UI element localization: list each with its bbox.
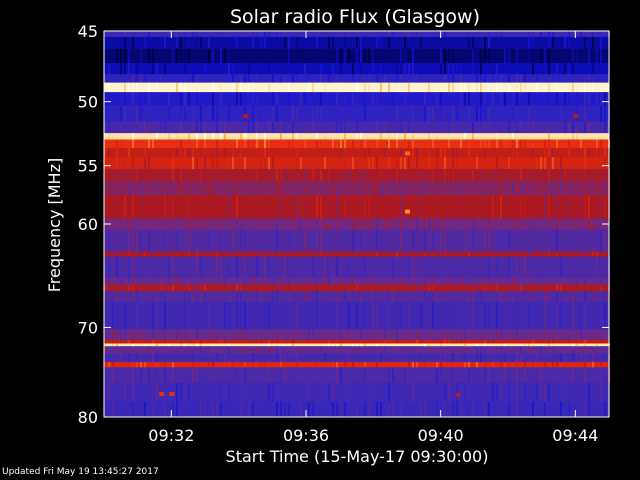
band-texture-29 (108, 361, 606, 368)
y-tick-label-5: 80 (78, 408, 98, 427)
band-texture-26 (104, 343, 610, 347)
band-texture-2 (104, 48, 602, 64)
band-texture-31 (104, 382, 606, 402)
band-texture-27 (104, 346, 606, 354)
band-texture-16 (116, 218, 598, 230)
band-texture-17 (108, 229, 606, 252)
band-texture-11 (104, 148, 606, 158)
frequency-band-22 (104, 290, 609, 303)
band-texture-25 (104, 339, 602, 344)
band-texture-18 (108, 251, 598, 257)
y-tick-label-4: 70 (78, 318, 98, 337)
frequency-band-17 (104, 229, 609, 252)
frequency-band-10 (104, 139, 609, 149)
burst-spot-3 (405, 209, 410, 214)
band-texture-9 (104, 133, 578, 140)
band-texture-14 (108, 181, 610, 196)
frequency-band-12 (104, 157, 609, 170)
y-tick-label-2: 55 (78, 157, 98, 176)
frequency-band-29 (104, 361, 609, 368)
frequency-band-18 (104, 251, 609, 257)
band-texture-22 (116, 290, 606, 303)
frequency-band-3 (104, 63, 609, 75)
frequency-band-24 (104, 329, 609, 340)
chart-title: Solar radio Flux (Glasgow) (230, 6, 480, 28)
burst-spot-6 (159, 391, 165, 396)
plot-area (103, 30, 610, 418)
burst-spot-5 (590, 225, 596, 230)
band-texture-32 (112, 401, 606, 417)
burst-spot-8 (455, 392, 461, 397)
band-texture-5 (104, 82, 594, 93)
y-tick-label-0: 45 (78, 22, 98, 41)
band-texture-15 (112, 195, 610, 219)
frequency-band-19 (104, 256, 609, 278)
x-axis-label: Start Time (15-May-17 09:30:00) (226, 447, 489, 466)
band-texture-23 (112, 302, 606, 330)
band-texture-24 (104, 329, 598, 340)
band-texture-7 (120, 105, 610, 122)
x-tick-label-1: 09:36 (283, 426, 329, 445)
band-texture-30 (104, 367, 610, 383)
burst-spot-1 (573, 114, 579, 119)
x-tick-label-0: 09:32 (148, 426, 194, 445)
band-texture-19 (108, 256, 610, 278)
frequency-band-30 (104, 367, 609, 383)
band-texture-28 (104, 353, 610, 362)
y-tick-label-3: 60 (78, 215, 98, 234)
band-texture-8 (108, 121, 606, 134)
band-texture-21 (104, 284, 610, 291)
x-tick-label-3: 09:44 (552, 426, 598, 445)
frequency-band-20 (104, 277, 609, 285)
band-texture-20 (104, 277, 610, 285)
frequency-band-11 (104, 148, 609, 158)
frequency-band-4 (104, 74, 609, 83)
burst-spot-2 (405, 151, 410, 156)
band-texture-6 (104, 92, 606, 106)
burst-spot-7 (169, 391, 175, 396)
updated-timestamp: Updated Fri May 19 13:45:27 2017 (2, 467, 159, 477)
band-texture-3 (108, 63, 610, 75)
band-texture-0 (108, 31, 610, 37)
y-axis-ticks: 45 50 55 60 70 80 (78, 22, 609, 427)
band-texture-1 (104, 36, 610, 49)
burst-spot-4 (324, 224, 330, 229)
y-tick-label-1: 50 (78, 93, 98, 112)
band-texture-4 (104, 74, 594, 83)
x-axis-ticks: 09:32 09:36 09:40 09:44 (148, 31, 598, 445)
burst-spot-0 (243, 114, 249, 119)
band-texture-13 (108, 169, 610, 182)
x-tick-label-2: 09:40 (418, 426, 464, 445)
frequency-band-28 (104, 353, 609, 362)
band-texture-12 (104, 157, 606, 170)
y-axis-label: Frequency [MHz] (45, 158, 64, 292)
